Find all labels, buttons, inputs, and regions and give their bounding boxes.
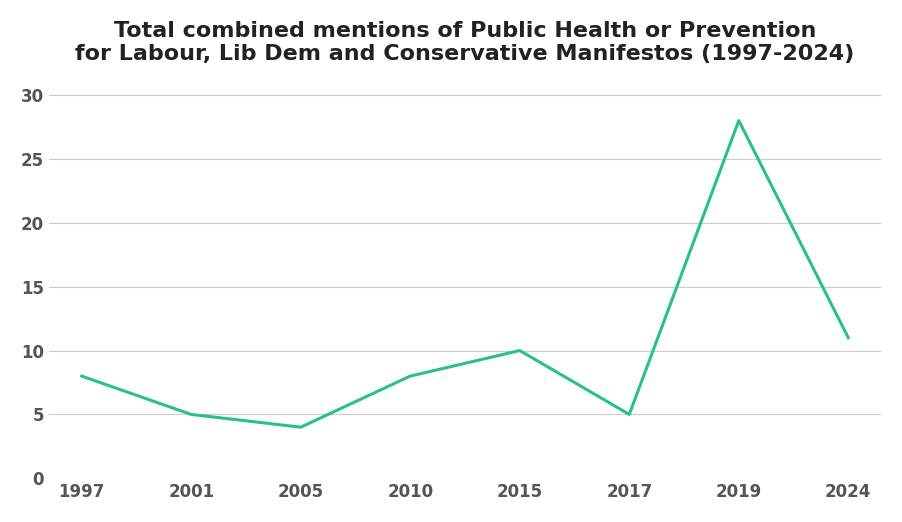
Title: Total combined mentions of Public Health or Prevention
for Labour, Lib Dem and C: Total combined mentions of Public Health… [76, 21, 854, 64]
